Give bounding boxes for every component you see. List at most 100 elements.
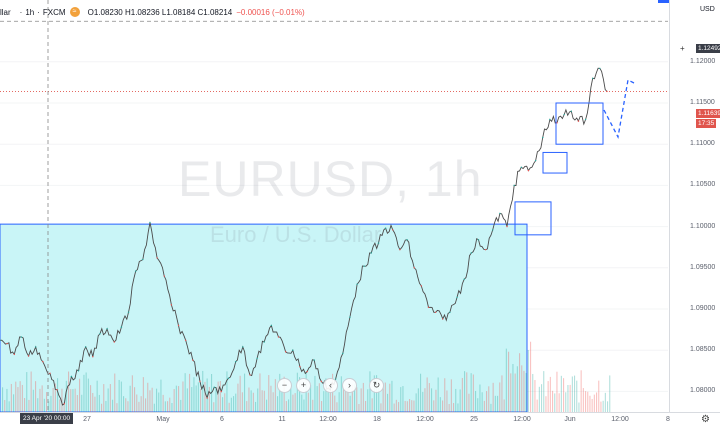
data-point: [170, 304, 173, 306]
data-point: [549, 118, 551, 121]
volume-bar: [250, 390, 252, 412]
data-point: [234, 361, 237, 363]
volume-bar: [21, 384, 23, 412]
volume-bar: [30, 371, 32, 412]
data-point: [599, 67, 601, 70]
data-point: [342, 352, 344, 355]
volume-bar: [37, 398, 39, 412]
volume-bar: [602, 400, 604, 412]
volume-bar: [61, 388, 63, 412]
volume-bar: [252, 392, 254, 412]
interval-label[interactable]: 1h: [25, 7, 35, 17]
data-point: [63, 403, 65, 405]
volume-bar: [15, 381, 17, 412]
volume-bar: [235, 393, 237, 412]
volume-bar: [534, 380, 536, 412]
volume-bar: [347, 387, 349, 412]
data-point: [106, 328, 108, 330]
volume-bar: [112, 399, 114, 412]
volume-bar: [409, 398, 411, 412]
volume-bar: [202, 370, 204, 412]
projection-dashed-path: [603, 79, 637, 140]
reset-chart-button[interactable]: ↻: [369, 378, 384, 393]
data-point: [27, 355, 30, 357]
data-point: [456, 296, 458, 299]
price-axis[interactable]: [669, 0, 720, 412]
volume-bar: [541, 384, 543, 412]
volume-bar: [351, 384, 353, 412]
volume-bar: [46, 392, 48, 412]
volume-bar: [560, 375, 562, 412]
volume-bar: [270, 385, 272, 412]
volume-bar: [48, 401, 50, 412]
volume-bar: [162, 394, 164, 412]
volume-bar: [587, 391, 589, 412]
time-axis[interactable]: [0, 412, 720, 425]
volume-bar: [288, 399, 290, 412]
volume-bar: [516, 366, 518, 412]
volume-bar: [208, 386, 210, 412]
volume-bar: [147, 382, 149, 412]
volume-bar: [486, 391, 488, 412]
volume-bar: [118, 379, 120, 412]
volume-bar: [508, 351, 510, 412]
volume-bar: [57, 378, 59, 412]
volume-bar: [563, 378, 565, 412]
symbol-name[interactable]: llar: [0, 7, 11, 17]
volume-bar: [437, 377, 439, 412]
data-point: [199, 380, 201, 383]
volume-bar: [200, 389, 202, 412]
volume-bar: [52, 387, 54, 412]
volume-bar: [226, 371, 228, 412]
volume-bar: [384, 382, 386, 412]
data-point: [577, 120, 580, 122]
volume-bar: [215, 388, 217, 412]
volume-bar: [312, 399, 314, 412]
volume-bar: [204, 381, 206, 412]
zoom-in-button[interactable]: +: [296, 378, 311, 393]
zone-rectangle: [0, 223, 528, 413]
volume-bar: [173, 389, 175, 412]
volume-bar: [435, 389, 437, 412]
volume-bar: [459, 389, 461, 412]
volume-bar: [87, 378, 89, 412]
volume-bar: [525, 373, 527, 412]
data-point: [477, 239, 480, 241]
volume-bar: [373, 375, 375, 412]
volume-bar: [175, 385, 177, 412]
add-alert-plus-icon[interactable]: +: [680, 44, 685, 53]
volume-bar: [538, 386, 540, 412]
volume-bar: [340, 376, 342, 412]
volume-bar: [233, 396, 235, 412]
zoom-out-button[interactable]: −: [277, 378, 292, 393]
data-point: [356, 283, 358, 285]
settings-gear-icon[interactable]: ⚙: [701, 414, 710, 425]
volume-bar: [501, 375, 503, 412]
volume-bar: [41, 385, 43, 412]
volume-bar: [184, 373, 186, 412]
data-point: [556, 122, 558, 124]
volume-bar: [415, 393, 417, 412]
data-point: [242, 346, 244, 348]
volume-bar: [109, 384, 111, 412]
volume-bar: [360, 388, 362, 412]
scroll-right-button[interactable]: ›: [342, 378, 357, 393]
volume-bar: [50, 395, 52, 412]
volume-bar: [593, 394, 595, 412]
volume-bar: [532, 373, 534, 412]
scroll-left-button[interactable]: ‹: [323, 378, 338, 393]
volume-bar: [28, 399, 30, 412]
volume-bar: [530, 341, 532, 412]
volume-bar: [217, 381, 219, 412]
data-point: [99, 333, 101, 335]
volume-bar: [123, 396, 125, 412]
data-point: [470, 252, 473, 254]
volume-bar: [336, 402, 338, 412]
volume-bar: [417, 388, 419, 412]
volume-bar: [428, 383, 430, 412]
volume-bar: [193, 377, 195, 412]
volume-bar: [371, 398, 373, 412]
data-point: [127, 311, 130, 313]
high-value: H1.08236: [124, 7, 160, 17]
